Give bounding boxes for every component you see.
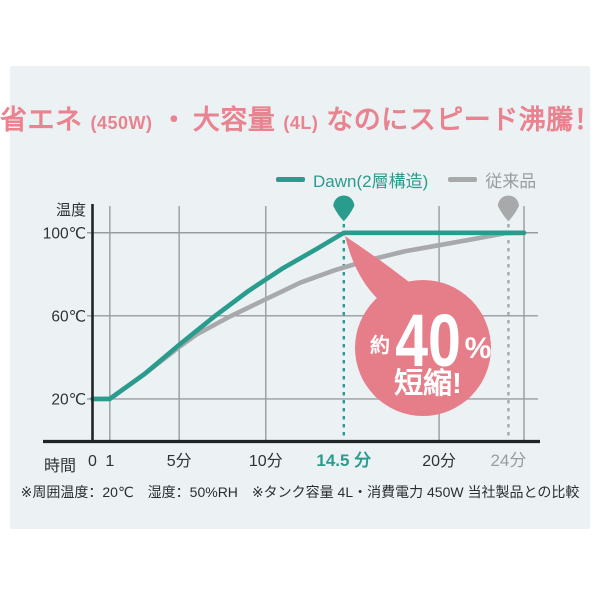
badge-suffix: 短縮!	[394, 367, 462, 400]
legend-label-dawn: Dawn(2層構造)	[313, 172, 429, 191]
y-tick-label: 100℃	[43, 225, 86, 242]
x-tick-label: 20分	[422, 452, 456, 470]
x-tick-label: 14.5 分	[316, 451, 371, 470]
boil-marker-pins	[333, 195, 519, 222]
x-axis-title: 時間	[44, 458, 77, 475]
x-tick-label: 5分	[167, 452, 192, 470]
axes	[43, 204, 540, 444]
y-tick-label: 60℃	[51, 308, 86, 325]
x-tick-label: 0	[88, 453, 97, 470]
x-tick-label: 10分	[249, 452, 283, 470]
pin-icon-dawn	[333, 195, 355, 222]
badge-value: 40	[395, 300, 461, 383]
y-axis-title: 温度	[55, 202, 86, 219]
title-segment: (450W)	[90, 113, 153, 133]
legend-swatch-legacy	[448, 177, 478, 182]
legend-swatch-dawn	[276, 177, 305, 182]
legend-item-dawn: Dawn(2層構造)	[276, 167, 428, 192]
legend-label-legacy: 従来品	[485, 172, 537, 191]
page-title: 省エネ (450W) ・ 大容量 (4L) なのにスピード沸騰！	[0, 98, 600, 137]
title-segment: 省エネ	[0, 105, 83, 135]
pin-icon-legacy	[497, 195, 519, 222]
reduction-badge: 約 40 % 短縮!	[345, 236, 491, 416]
x-tick-label: 24分	[490, 451, 526, 470]
tick-labels: 0 1 5分 10分 14.5 分 20分 24分 20℃ 60℃ 100℃	[43, 225, 527, 470]
y-tick-label: 20℃	[51, 391, 86, 408]
title-segment: なのにスピード沸騰！	[326, 105, 600, 135]
title-segment: ・	[160, 105, 188, 135]
title-segment: 大容量	[192, 105, 276, 135]
badge-unit: %	[465, 332, 492, 365]
legend-item-legacy: 従来品	[448, 167, 536, 192]
badge-prefix: 約	[370, 333, 390, 357]
chart-panel	[10, 66, 590, 529]
series-line-dawn	[90, 230, 527, 402]
title-segment: (4L)	[283, 113, 319, 133]
series-lines	[90, 230, 527, 402]
x-tick-label: 1	[105, 453, 114, 470]
badge-circle	[355, 280, 491, 416]
chart-legend: Dawn(2層構造) 従来品	[276, 167, 536, 192]
footnote: ※周囲温度：20℃ 湿度：50%RH ※タンク容量 4L・消費電力 450W 当…	[20, 484, 580, 500]
